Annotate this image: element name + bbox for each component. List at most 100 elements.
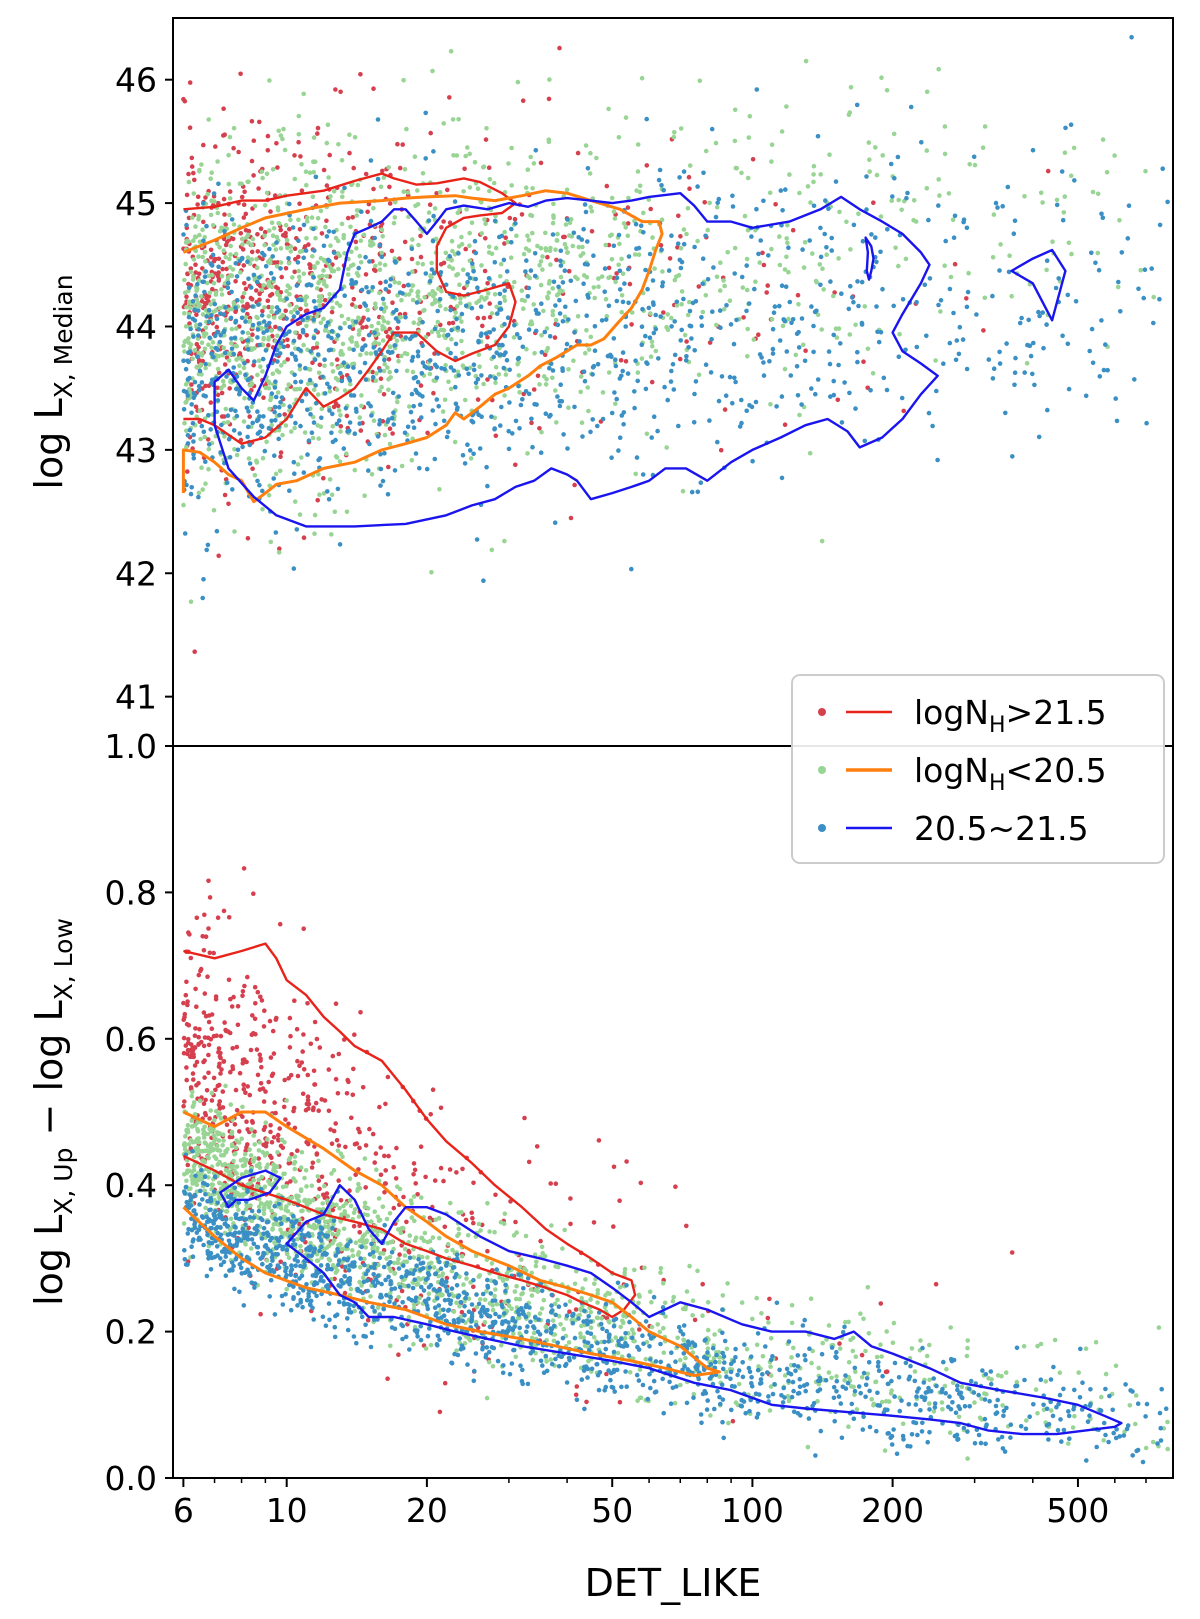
scatter-point <box>256 1196 262 1202</box>
scatter-point <box>523 389 529 394</box>
scatter-point <box>477 364 482 370</box>
scatter-point <box>411 1194 417 1199</box>
scatter-point <box>305 1094 311 1099</box>
scatter-point <box>739 170 744 176</box>
scatter-point <box>312 512 318 518</box>
scatter-point <box>768 402 773 407</box>
scatter-point <box>292 269 298 275</box>
scatter-point <box>695 1268 700 1274</box>
scatter-point <box>1072 178 1077 183</box>
scatter-point <box>619 256 624 262</box>
scatter-point <box>227 196 233 201</box>
scatter-point <box>765 1315 771 1321</box>
scatter-point <box>215 1083 221 1089</box>
scatter-point <box>583 209 589 215</box>
scatter-point <box>278 1206 284 1211</box>
scatter-point <box>359 287 365 293</box>
scatter-point <box>828 279 833 284</box>
scatter-point <box>352 431 358 437</box>
scatter-point <box>644 116 649 122</box>
scatter-point <box>997 349 1002 355</box>
scatter-point <box>936 302 941 308</box>
scatter-point <box>800 247 805 252</box>
scatter-point <box>525 167 531 172</box>
scatter-point <box>782 318 788 324</box>
scatter-point <box>185 433 191 438</box>
scatter-point <box>550 375 555 381</box>
scatter-point <box>506 161 511 166</box>
scatter-point <box>298 1244 303 1249</box>
scatter-point <box>525 233 530 238</box>
scatter-point <box>795 393 801 398</box>
y-tick-label: 43 <box>115 431 157 470</box>
scatter-point <box>582 261 588 267</box>
scatter-point <box>767 1408 773 1413</box>
scatter-point <box>354 213 360 218</box>
scatter-point <box>771 310 777 316</box>
scatter-point <box>503 235 509 240</box>
scatter-point <box>588 1309 594 1315</box>
scatter-point <box>240 1061 246 1066</box>
scatter-point <box>854 102 860 108</box>
scatter-point <box>411 320 417 326</box>
scatter-point <box>195 1152 200 1157</box>
scatter-point <box>319 406 325 412</box>
scatter-point <box>573 274 578 280</box>
scatter-point <box>535 243 540 249</box>
scatter-point <box>407 404 412 409</box>
scatter-point <box>789 320 794 326</box>
scatter-point <box>539 429 544 435</box>
scatter-point <box>233 1145 239 1150</box>
scatter-point <box>269 1208 274 1214</box>
scatter-point <box>797 412 802 418</box>
scatter-point <box>1060 217 1066 223</box>
scatter-point <box>188 326 193 332</box>
scatter-point <box>614 396 619 402</box>
scatter-point <box>419 371 425 376</box>
scatter-point <box>724 1346 730 1352</box>
scatter-point <box>662 1300 668 1306</box>
scatter-point <box>304 333 310 338</box>
scatter-point <box>718 447 724 453</box>
scatter-point <box>497 1275 503 1280</box>
scatter-point <box>927 1377 932 1383</box>
scatter-point <box>220 378 226 384</box>
scatter-point <box>223 318 229 323</box>
scatter-point <box>501 294 507 300</box>
scatter-point <box>228 1102 234 1107</box>
scatter-point <box>661 1325 666 1331</box>
scatter-point <box>476 1274 482 1279</box>
scatter-point <box>343 406 349 411</box>
scatter-point <box>187 80 193 85</box>
scatter-point <box>260 1086 266 1091</box>
scatter-point <box>934 388 939 394</box>
scatter-point <box>717 288 723 293</box>
scatter-point <box>558 382 563 388</box>
scatter-point <box>351 361 357 367</box>
scatter-point <box>546 139 552 145</box>
scatter-point <box>700 1313 705 1318</box>
scatter-point <box>265 1162 271 1167</box>
scatter-point <box>261 319 267 324</box>
scatter-point <box>385 492 391 497</box>
scatter-point <box>201 1043 207 1049</box>
scatter-point <box>465 145 470 150</box>
scatter-point <box>416 242 421 248</box>
scatter-point <box>546 281 552 286</box>
scatter-point <box>409 334 415 339</box>
scatter-point <box>584 313 589 319</box>
scatter-point <box>560 368 565 374</box>
scatter-point <box>884 88 890 93</box>
scatter-point <box>761 360 766 365</box>
scatter-point <box>986 357 992 362</box>
scatter-point <box>328 243 333 248</box>
scatter-point <box>262 229 268 235</box>
scatter-point <box>952 261 958 267</box>
scatter-point <box>682 332 688 338</box>
scatter-point <box>258 994 263 1000</box>
scatter-point <box>271 315 277 320</box>
scatter-point <box>836 326 842 331</box>
scatter-point <box>357 421 363 426</box>
scatter-point <box>312 357 318 363</box>
scatter-point <box>377 1104 382 1110</box>
